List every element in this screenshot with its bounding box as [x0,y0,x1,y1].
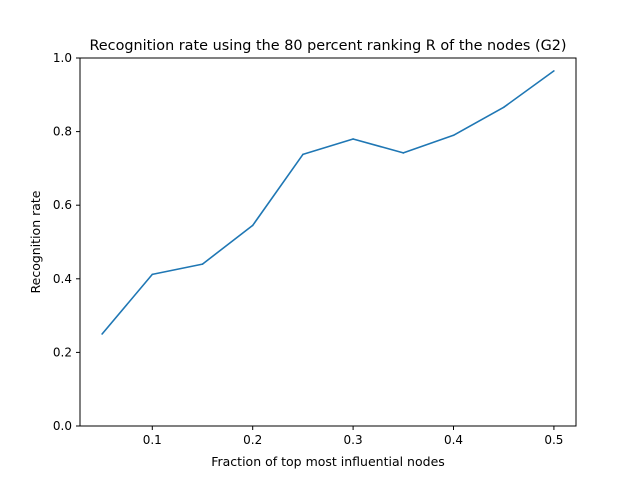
y-tick-label: 0.4 [53,272,72,286]
x-tick-label: 0.1 [143,433,162,447]
data-point [151,273,154,276]
plot-area: 0.1 0.2 0.3 0.4 0.5 0.0 0.2 0.4 0.6 0.8 1.0 [53,51,577,447]
data-point [302,153,304,156]
x-axis-ticks: 0.1 0.2 0.3 0.4 0.5 [143,426,563,447]
y-tick-label: 0.2 [53,345,72,359]
chart-title: Recognition rate using the 80 percent ra… [89,38,566,54]
y-tick-label: 0.8 [53,125,72,139]
y-tick-label: 0.0 [53,419,72,433]
data-point [251,224,254,227]
y-axis-label: Recognition rate [28,190,43,293]
y-axis-ticks: 0.0 0.2 0.4 0.6 0.8 1.0 [53,51,80,433]
x-tick-label: 0.5 [544,433,563,447]
axes-frame [79,57,577,427]
data-point [201,263,204,265]
y-tick-label: 0.6 [53,198,72,212]
x-axis-label: Fraction of top most influential nodes [211,454,445,469]
x-tick-label: 0.4 [444,433,463,447]
x-tick-label: 0.2 [243,433,262,447]
data-point [402,152,405,154]
data-point [452,134,455,137]
data-point [553,70,555,72]
y-tick-label: 1.0 [53,51,72,65]
data-point [101,333,103,335]
data-point [502,106,505,109]
x-tick-label: 0.3 [344,433,363,447]
series-line [101,70,555,335]
series-layer [101,70,555,335]
data-point [352,138,354,140]
